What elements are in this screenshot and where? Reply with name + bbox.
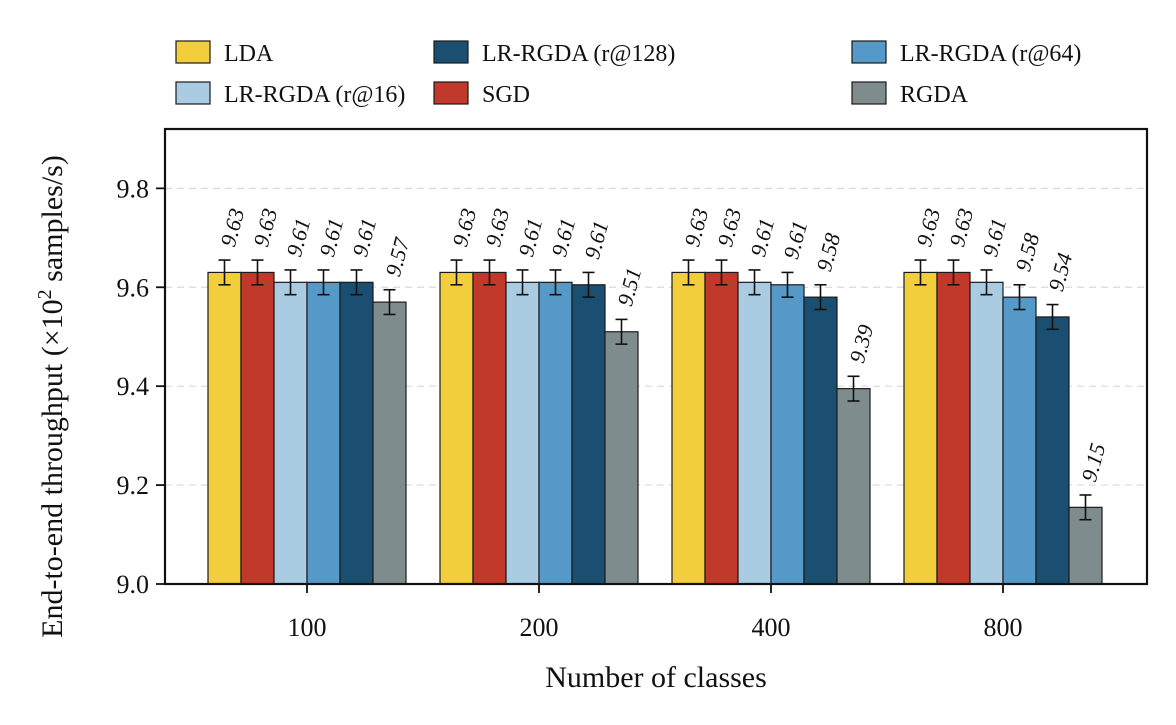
legend-swatch	[851, 40, 887, 64]
legend-label: LR-RGDA (r@64)	[900, 41, 1081, 67]
value-label: 9.61	[546, 216, 580, 260]
y-tick-label: 9.2	[117, 471, 150, 500]
bar-lda-100	[207, 271, 242, 585]
value-label: 9.61	[281, 216, 315, 260]
bar-lr-rgda-r-64-100	[306, 281, 341, 585]
y-tick-label: 9.4	[117, 372, 150, 401]
y-tick-label: 9.6	[117, 273, 150, 302]
bar-sgd-200	[472, 271, 507, 585]
value-label: 9.61	[314, 216, 348, 260]
bar-lr-rgda-r-64-400	[770, 284, 805, 585]
value-label: 9.63	[480, 206, 514, 250]
bar-rgda-100	[372, 301, 407, 585]
legend-swatch	[433, 40, 469, 64]
value-label: 9.58	[1010, 230, 1044, 274]
y-tick-label: 9.8	[117, 174, 150, 203]
bar-lr-rgda-r-16-200	[505, 281, 540, 585]
bar-rgda-400	[836, 388, 871, 585]
bar-lr-rgda-r-128-400	[803, 296, 838, 585]
error-bars	[218, 259, 1092, 521]
x-tick-label: 100	[288, 613, 327, 642]
legend-label: LR-RGDA (r@128)	[482, 41, 675, 67]
legend-label: LR-RGDA (r@16)	[224, 82, 405, 108]
legend-label: SGD	[482, 82, 530, 108]
legend-label: LDA	[224, 41, 274, 67]
x-tick-label: 200	[520, 613, 559, 642]
bar-sgd-100	[240, 271, 275, 585]
bar-sgd-800	[936, 271, 971, 585]
value-label: 9.15	[1076, 441, 1110, 485]
value-label: 9.61	[579, 218, 613, 262]
legend-swatch	[175, 40, 211, 64]
y-axis-title-prefix: End-to-end throughput (	[36, 346, 69, 638]
value-label: 9.61	[347, 216, 381, 260]
value-label: 9.54	[1043, 250, 1077, 294]
legend: LDA LR-RGDA (r@16) LR-RGDA (r@128) SGD LR-RG…	[175, 40, 1081, 108]
y-axis-title-exponent: 2	[34, 289, 56, 299]
legend-swatch	[175, 81, 211, 105]
bar-lr-rgda-r-128-800	[1035, 316, 1070, 585]
bar-lda-800	[903, 271, 938, 585]
y-tick-label: 9.0	[117, 570, 150, 599]
value-label: 9.63	[679, 206, 713, 250]
legend-label: RGDA	[900, 82, 969, 108]
value-label: 9.61	[745, 216, 779, 260]
value-label: 9.57	[380, 234, 414, 279]
y-axis-title: End-to-end throughput (×102 samples/s)	[34, 155, 69, 638]
x-tick-label: 400	[752, 613, 791, 642]
bar-lr-rgda-r-16-100	[273, 281, 308, 585]
bar-lda-400	[671, 271, 706, 585]
y-axis-title-unit: ×10	[36, 299, 69, 346]
value-label: 9.63	[911, 206, 945, 250]
bar-lr-rgda-r-16-400	[737, 281, 772, 585]
bar-lr-rgda-r-64-200	[538, 281, 573, 585]
value-label: 9.63	[712, 206, 746, 250]
value-label: 9.61	[778, 218, 812, 262]
y-axis: 9.0 9.2 9.4 9.6 9.8	[117, 174, 165, 599]
plot-frame	[163, 127, 1149, 586]
bar-lr-rgda-r-16-800	[969, 281, 1004, 585]
value-label: 9.63	[248, 206, 282, 250]
value-label: 9.63	[944, 206, 978, 250]
y-axis-title-suffix: samples/s)	[36, 155, 69, 289]
bars	[207, 271, 1103, 585]
bar-lr-rgda-r-128-100	[339, 281, 374, 585]
value-label: 9.39	[844, 322, 878, 366]
bar-sgd-400	[704, 271, 739, 585]
bar-lr-rgda-r-64-800	[1002, 296, 1037, 585]
value-label: 9.58	[811, 230, 845, 274]
value-label: 9.61	[513, 216, 547, 260]
x-axis-title: Number of classes	[545, 661, 767, 694]
legend-swatch	[851, 81, 887, 105]
value-label: 9.63	[447, 206, 481, 250]
x-tick-label: 800	[984, 613, 1023, 642]
legend-swatch	[433, 81, 469, 105]
x-axis: 100 200 400 800	[288, 584, 1023, 642]
value-label: 9.51	[612, 265, 646, 309]
value-label: 9.63	[215, 206, 249, 250]
bar-rgda-200	[604, 331, 639, 585]
bar-lda-200	[439, 271, 474, 585]
value-label: 9.61	[977, 216, 1011, 260]
bar-lr-rgda-r-128-200	[571, 284, 606, 585]
